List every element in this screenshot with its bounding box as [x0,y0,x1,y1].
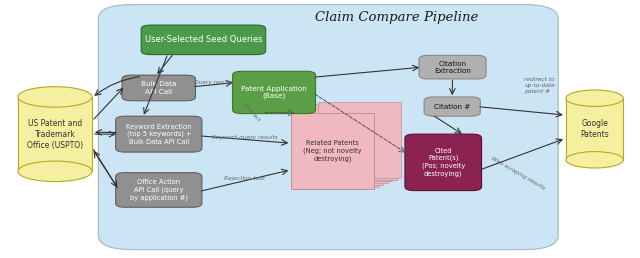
FancyBboxPatch shape [309,106,392,181]
Text: Rejection text: Rejection text [225,176,266,181]
FancyBboxPatch shape [424,97,480,116]
FancyBboxPatch shape [232,71,316,114]
Text: Office Action
API Call (query
by application #): Office Action API Call (query by applica… [130,179,188,201]
Text: US Patent and
Trademark
Office (USPTO): US Patent and Trademark Office (USPTO) [27,118,83,150]
Text: Citation #: Citation # [434,103,470,110]
FancyBboxPatch shape [419,55,486,79]
Text: Patent Application
(Base): Patent Application (Base) [241,86,307,99]
Bar [566,98,623,160]
FancyBboxPatch shape [300,109,383,185]
FancyBboxPatch shape [291,113,374,189]
Ellipse shape [18,161,92,182]
Text: redirect to
up-to-date
patent #: redirect to up-to-date patent # [524,77,556,94]
Bar [18,97,92,171]
FancyBboxPatch shape [305,108,388,183]
FancyBboxPatch shape [99,5,558,249]
Text: Keyword Extraction
(top 5 keywords) +
Bulk Data API Call: Keyword Extraction (top 5 keywords) + Bu… [126,124,191,145]
Text: Related Patents
(Neg; not novelty
destroying): Related Patents (Neg; not novelty destro… [303,140,362,162]
Text: Abstract: Abstract [242,100,261,122]
Text: Query results: Query results [195,80,234,85]
FancyBboxPatch shape [405,134,481,191]
FancyBboxPatch shape [314,104,397,180]
FancyBboxPatch shape [296,111,379,187]
Text: Citation
Extraction: Citation Extraction [434,61,471,74]
Ellipse shape [566,90,623,106]
FancyBboxPatch shape [318,102,401,178]
Text: Bulk Data
API Call: Bulk Data API Call [141,81,177,95]
Ellipse shape [18,87,92,107]
Text: User-Selected Seed Queries: User-Selected Seed Queries [145,35,262,44]
Text: Web scraping results: Web scraping results [490,156,546,191]
Text: Google
Patents: Google Patents [580,119,609,139]
FancyBboxPatch shape [116,116,202,152]
FancyBboxPatch shape [116,173,202,207]
Ellipse shape [566,152,623,168]
Text: Keyword query results: Keyword query results [212,134,278,140]
FancyBboxPatch shape [122,75,195,101]
Text: Claim Compare Pipeline: Claim Compare Pipeline [315,11,478,24]
Text: Cited
Patent(s)
(Pos; novelty
destroying): Cited Patent(s) (Pos; novelty destroying… [422,148,465,177]
FancyBboxPatch shape [141,25,266,55]
